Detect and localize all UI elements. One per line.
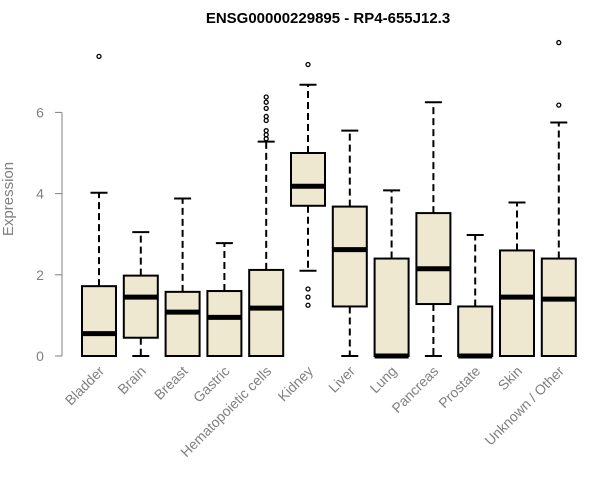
box-rect xyxy=(499,249,535,357)
outlier-point xyxy=(263,94,269,100)
category-label: Lung xyxy=(366,363,399,396)
category-label: Breast xyxy=(151,363,191,403)
category-label: Prostate xyxy=(435,363,483,411)
outlier-point xyxy=(305,294,311,300)
outlier-point xyxy=(263,132,269,138)
box-rect xyxy=(415,212,452,306)
category-label: Bladder xyxy=(62,363,108,409)
box-rect xyxy=(206,290,243,358)
y-axis: 0 2 4 6 xyxy=(36,104,63,364)
outlier-point xyxy=(305,286,311,292)
category-label: Kidney xyxy=(275,363,317,405)
y-tick-label: 2 xyxy=(36,267,44,283)
outlier-point xyxy=(263,136,269,142)
category-label: Brain xyxy=(114,363,148,397)
outlier-point xyxy=(556,102,562,108)
category-label: Liver xyxy=(325,363,358,396)
y-axis-label: Expression xyxy=(0,162,17,236)
box-prostate xyxy=(457,234,494,359)
box-rect xyxy=(290,152,326,207)
category-label: Unknown / Other xyxy=(481,363,567,449)
chart-title: ENSG00000229895 - RP4-655J12.3 xyxy=(206,10,450,27)
box-rect xyxy=(81,285,117,357)
box-lung xyxy=(373,189,410,359)
outlier-point xyxy=(305,61,311,68)
box-rect xyxy=(248,268,285,358)
box-unknown-other xyxy=(540,39,577,357)
box-rect xyxy=(331,205,368,308)
box-rect xyxy=(457,305,494,357)
category-label: Skin xyxy=(495,363,526,394)
box-breast xyxy=(164,197,201,357)
y-tick-label: 0 xyxy=(36,348,44,364)
box-rect xyxy=(373,257,410,357)
y-tick-label: 4 xyxy=(36,186,44,202)
outlier-point xyxy=(263,99,269,105)
outlier-point xyxy=(96,53,102,60)
box-rect xyxy=(122,274,159,339)
outlier-point xyxy=(556,39,562,46)
box-brain xyxy=(122,231,159,357)
box-skin xyxy=(499,201,535,357)
outlier-point xyxy=(263,105,269,111)
box-pancreas xyxy=(415,101,452,357)
box-hematopoietic-cells xyxy=(248,94,285,358)
outlier-point xyxy=(305,302,311,308)
box-liver xyxy=(331,129,368,357)
box-rect xyxy=(540,257,577,357)
outlier-point xyxy=(263,117,269,124)
box-bladder xyxy=(81,53,117,357)
boxes-layer xyxy=(81,39,577,359)
box-gastric xyxy=(206,242,243,358)
outlier-point xyxy=(263,113,269,120)
y-tick-label: 6 xyxy=(36,104,44,120)
box-kidney xyxy=(290,61,326,308)
outlier-point xyxy=(263,128,269,134)
box-rect xyxy=(164,290,201,357)
